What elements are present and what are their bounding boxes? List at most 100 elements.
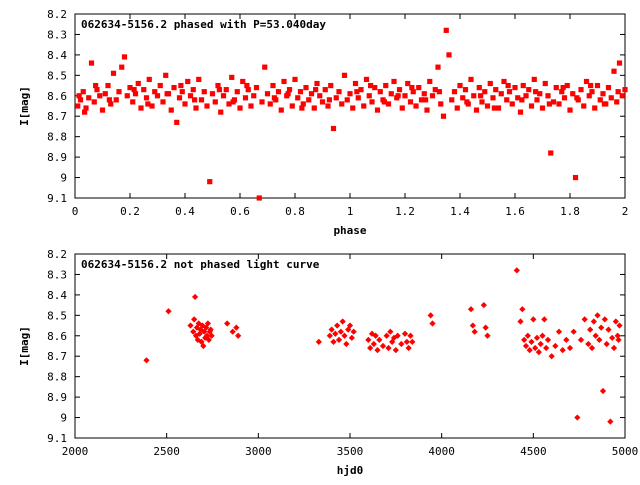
phased-data-point [121, 54, 128, 60]
phased-data-point [325, 103, 331, 109]
raw-data-point [383, 332, 390, 339]
raw-data-point [524, 332, 531, 339]
phased-data-point [438, 101, 444, 107]
phased-data-point [501, 78, 507, 85]
phased-data-point [271, 95, 277, 101]
phased-data-point [395, 93, 401, 99]
raw-data-point [539, 332, 546, 339]
phased-data-point [138, 105, 144, 111]
phased-data-point [553, 85, 559, 91]
phased-x-tick-label: 2 [622, 205, 629, 218]
phased-data-point [259, 99, 265, 105]
raw-data-point [334, 322, 341, 329]
raw-x-tick-label: 5000 [612, 445, 639, 458]
raw-data-point [372, 332, 379, 339]
phased-data-point [479, 99, 485, 105]
phased-data-point [322, 87, 328, 93]
phased-data-point [187, 93, 194, 99]
phased-data-point [405, 80, 411, 87]
phased-data-point [97, 93, 103, 99]
phased-data-point [99, 107, 106, 113]
raw-data-point [574, 414, 581, 421]
raw-data-point [207, 326, 214, 333]
phased-data-point [264, 91, 271, 97]
phased-y-tick-label: 8.5 [47, 69, 67, 82]
phased-data-point [368, 82, 374, 89]
phased-x-tick-label: 1 [347, 205, 354, 218]
phased-data-point [174, 119, 180, 125]
phased-data-point [119, 64, 125, 70]
phased-data-point [91, 99, 97, 105]
raw-y-axis-label: I[mag] [18, 326, 31, 366]
phased-data-point [204, 103, 210, 109]
phased-data-point [383, 82, 389, 89]
phased-data-point [583, 78, 590, 85]
raw-data-point [365, 336, 372, 343]
raw-data-point [143, 357, 150, 364]
phased-data-point [504, 97, 510, 103]
phased-data-point [253, 85, 260, 91]
phased-data-point [578, 87, 584, 93]
raw-x-tick-label: 2500 [153, 445, 180, 458]
phased-data-point [143, 95, 150, 101]
phased-data-point [352, 80, 359, 87]
raw-data-point [603, 340, 610, 348]
raw-data-point [427, 312, 434, 319]
phased-data-point [93, 82, 99, 89]
phased-data-point [614, 99, 620, 105]
phased-data-point [300, 101, 306, 107]
phased-data-point [86, 95, 92, 101]
phased-data-point [164, 91, 170, 97]
raw-data-point [394, 332, 401, 339]
raw-data-point [196, 330, 203, 337]
phased-data-point [484, 103, 491, 109]
raw-data-point [235, 332, 242, 339]
raw-chart-title: 062634-5156.2 not phased light curve [81, 258, 320, 271]
raw-x-axis-label: hjd0 [337, 464, 364, 477]
raw-y-tick-label: 8.8 [47, 371, 67, 384]
phased-data-point [567, 107, 573, 113]
raw-chart: 2000 2500 3000 3500 4000 4500 5000 8.2 8.3 8.4 8.5… [18, 248, 638, 477]
phased-data-point [113, 97, 119, 103]
phased-points [75, 27, 628, 201]
phased-data-point [319, 99, 326, 105]
phased-data-point [505, 82, 511, 89]
phased-data-point [77, 97, 84, 103]
phased-data-point [601, 101, 607, 107]
phased-data-point [388, 91, 394, 97]
phased-data-point [560, 85, 566, 91]
phased-data-point [407, 99, 414, 105]
phased-x-tick-label: 1.6 [505, 205, 525, 218]
raw-data-point [513, 267, 520, 274]
phased-y-tick-label: 8.8 [47, 131, 67, 144]
raw-data-point [387, 328, 394, 335]
phased-data-point [262, 64, 268, 70]
phased-data-point [344, 97, 350, 103]
phased-data-point [209, 91, 216, 97]
raw-data-point [335, 336, 343, 343]
raw-data-point [598, 324, 605, 331]
raw-data-point [607, 418, 614, 425]
raw-data-point [601, 316, 608, 323]
phased-data-point [358, 87, 364, 93]
phased-data-point [220, 93, 227, 99]
phased-data-point [537, 91, 543, 97]
phased-data-point [374, 107, 381, 113]
phased-data-point [285, 91, 291, 97]
phased-data-point [328, 82, 334, 89]
phased-data-point [548, 150, 554, 156]
phased-data-point [341, 72, 348, 78]
phased-data-point [314, 80, 320, 87]
phased-data-point [381, 99, 387, 105]
phased-y-axis-label: I[mag] [18, 86, 31, 126]
raw-data-point [339, 318, 346, 325]
phased-data-point [462, 87, 469, 93]
phased-y-tick-label: 8.4 [47, 49, 67, 62]
raw-data-point [588, 344, 596, 352]
raw-data-point [191, 293, 199, 301]
phased-data-point [539, 105, 546, 111]
phased-data-point [421, 91, 427, 97]
phased-y-tick-label: 8.9 [47, 151, 67, 164]
phased-data-point [299, 105, 305, 111]
